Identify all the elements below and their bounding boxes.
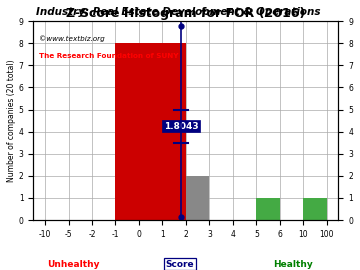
Bar: [186, 176, 210, 220]
Bar: [256, 198, 280, 220]
Bar: [162, 43, 186, 220]
Y-axis label: Number of companies (20 total): Number of companies (20 total): [7, 59, 16, 182]
Text: The Research Foundation of SUNY: The Research Foundation of SUNY: [40, 53, 179, 59]
Text: 1.8043: 1.8043: [164, 122, 199, 131]
Bar: [303, 198, 327, 220]
Title: Z-Score Histogram for FOR (2016): Z-Score Histogram for FOR (2016): [66, 7, 306, 20]
Bar: [116, 43, 162, 220]
Text: ©www.textbiz.org: ©www.textbiz.org: [40, 35, 105, 42]
Text: Score: Score: [166, 260, 194, 269]
Text: Industry: Real Estate Development & Operations: Industry: Real Estate Development & Oper…: [36, 7, 321, 17]
Text: Healthy: Healthy: [274, 260, 313, 269]
Text: Unhealthy: Unhealthy: [47, 260, 99, 269]
